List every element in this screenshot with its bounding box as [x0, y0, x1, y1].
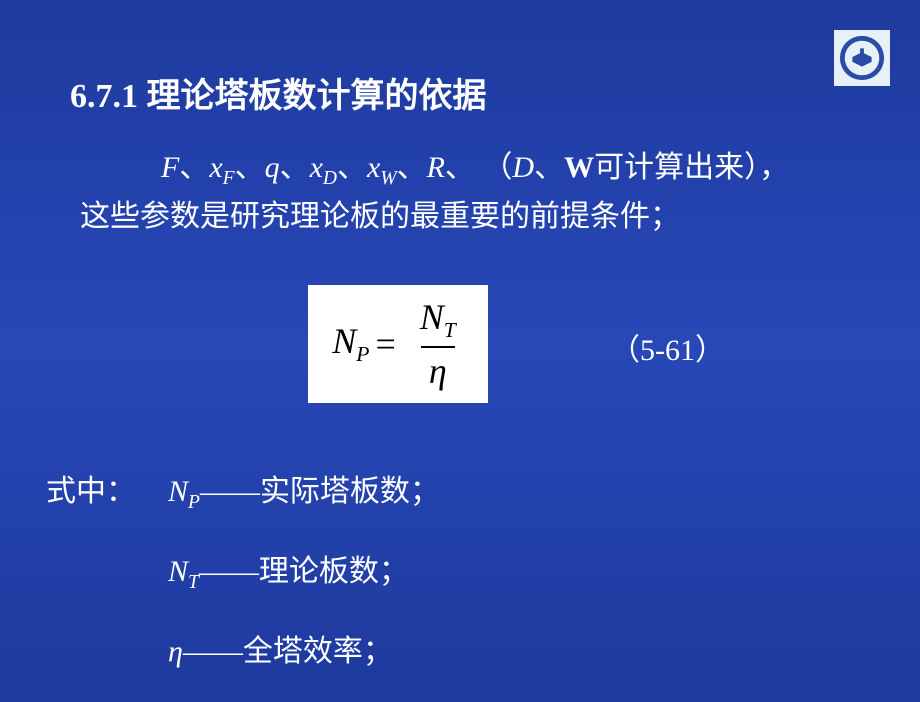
sep: 、 — [445, 151, 475, 184]
formula-lhs: NP — [332, 320, 369, 367]
var-xW-x: x — [367, 151, 380, 184]
var-xW-sub: W — [380, 168, 396, 189]
var-R: R — [427, 151, 445, 184]
def-dash: —— — [200, 475, 260, 508]
def-desc-eta: 全塔效率； — [243, 635, 393, 668]
def-dash: —— — [199, 555, 259, 588]
formula-fraction: NT η — [412, 296, 464, 391]
definitions-list: NP——实际塔板数； NT——理论板数； η——全塔效率； — [168, 466, 440, 702]
def-line-nt: NT——理论板数； — [168, 546, 440, 594]
sep: 、 — [179, 151, 209, 184]
sep: 、 — [337, 151, 367, 184]
def-desc-nt: 理论板数； — [259, 555, 409, 588]
def-line-eta: η——全塔效率； — [168, 626, 440, 670]
var-xD-sub: D — [323, 168, 337, 189]
formula-denominator: η — [421, 346, 455, 392]
def-sym-eta: η — [168, 635, 183, 668]
var-F: F — [161, 151, 179, 184]
var-xF-sub: F — [223, 168, 235, 189]
formula-box: NP = NT η — [308, 285, 488, 403]
def-sym-nt: NT — [168, 555, 199, 588]
sep: 、 — [397, 151, 427, 184]
var-xD-x: x — [310, 151, 323, 184]
intro-paragraph: F、xF、q、xD、xW、R、 （D、W可计算出来），这些参数是研究理论板的最重… — [80, 145, 800, 241]
formula-numerator: NT — [412, 296, 464, 345]
def-line-np: NP——实际塔板数； — [168, 466, 440, 514]
sep: 、 — [534, 151, 564, 184]
var-D: D — [512, 151, 534, 184]
university-logo — [834, 30, 890, 86]
section-heading: 6.7.1 理论塔板数计算的依据 — [70, 68, 487, 117]
sep: 、 — [280, 151, 310, 184]
var-W: W — [564, 151, 594, 184]
equation-number: （5-61） — [610, 325, 725, 369]
where-label: 式中： — [46, 466, 136, 510]
formula-eq: = — [375, 323, 395, 365]
sep: 、 — [235, 151, 265, 184]
paren-tail: 可计算出来） — [594, 151, 759, 184]
def-desc-np: 实际塔板数； — [260, 475, 440, 508]
def-sym-np: NP — [168, 475, 200, 508]
var-q: q — [265, 151, 280, 184]
def-dash: —— — [183, 635, 243, 668]
var-xF-x: x — [209, 151, 222, 184]
